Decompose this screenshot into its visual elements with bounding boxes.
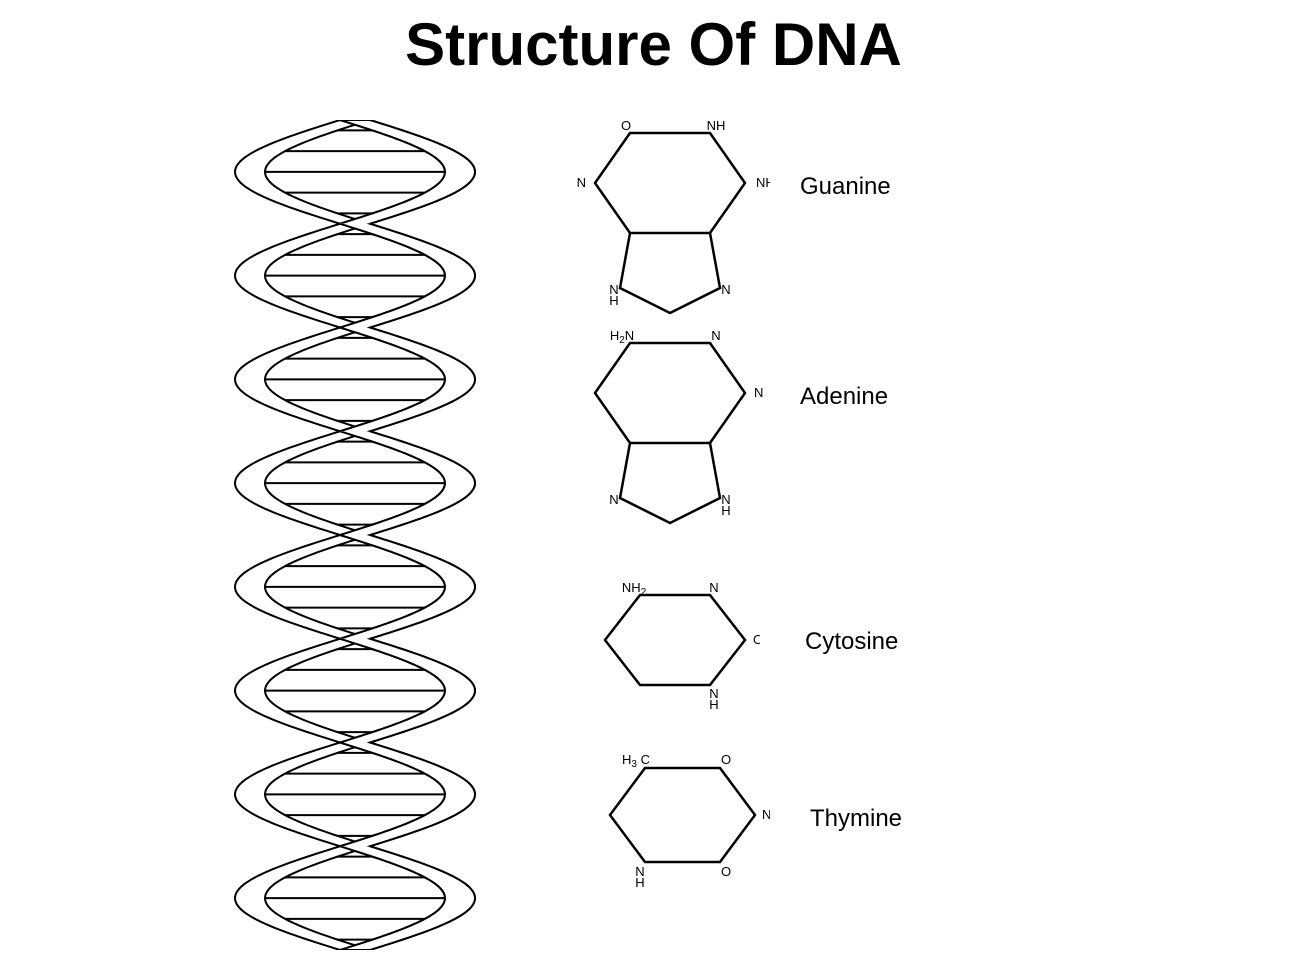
base-label: Guanine [800, 173, 891, 201]
base-label: Thymine [810, 805, 902, 833]
atom-label: NH [721, 492, 730, 518]
dna-helix-diagram [220, 120, 490, 950]
atom-label: O [721, 864, 731, 879]
page-title: Structure Of DNA [405, 10, 902, 79]
atom-label: O [721, 752, 731, 767]
atom-label: NH2 [622, 580, 647, 598]
base-label: Adenine [800, 383, 888, 411]
atom-label: NH [635, 864, 644, 890]
atom-label: N [721, 282, 730, 297]
base-adenine: H2N N N N NH Adenine [570, 328, 770, 528]
base-thymine: H3 C O NH NH O Thymine [590, 750, 770, 900]
atom-label: NH [707, 118, 726, 133]
atom-label: O [753, 632, 760, 647]
adenine-structure: H2N N N N NH [570, 328, 770, 528]
atom-label: N [709, 580, 718, 595]
atom-label: N [577, 175, 586, 190]
atom-label: NH [709, 686, 718, 712]
atom-label: O [621, 118, 631, 133]
thymine-structure: H3 C O NH NH O [590, 750, 770, 900]
helix-strand-b [235, 120, 475, 950]
base-cytosine: NH2 N O NH Cytosine [590, 580, 760, 720]
atom-label: N [711, 328, 720, 343]
atom-label: N [754, 385, 763, 400]
base-guanine: O NH NH2 N NH N Guanine [570, 118, 770, 318]
atom-label: NH [609, 282, 618, 308]
atom-label: N [609, 492, 618, 507]
guanine-structure: O NH NH2 N NH N [570, 118, 770, 318]
cytosine-structure: NH2 N O NH [590, 580, 760, 720]
base-label: Cytosine [805, 628, 898, 656]
atom-label: NH2 [756, 175, 770, 193]
atom-label: NH [762, 807, 770, 822]
